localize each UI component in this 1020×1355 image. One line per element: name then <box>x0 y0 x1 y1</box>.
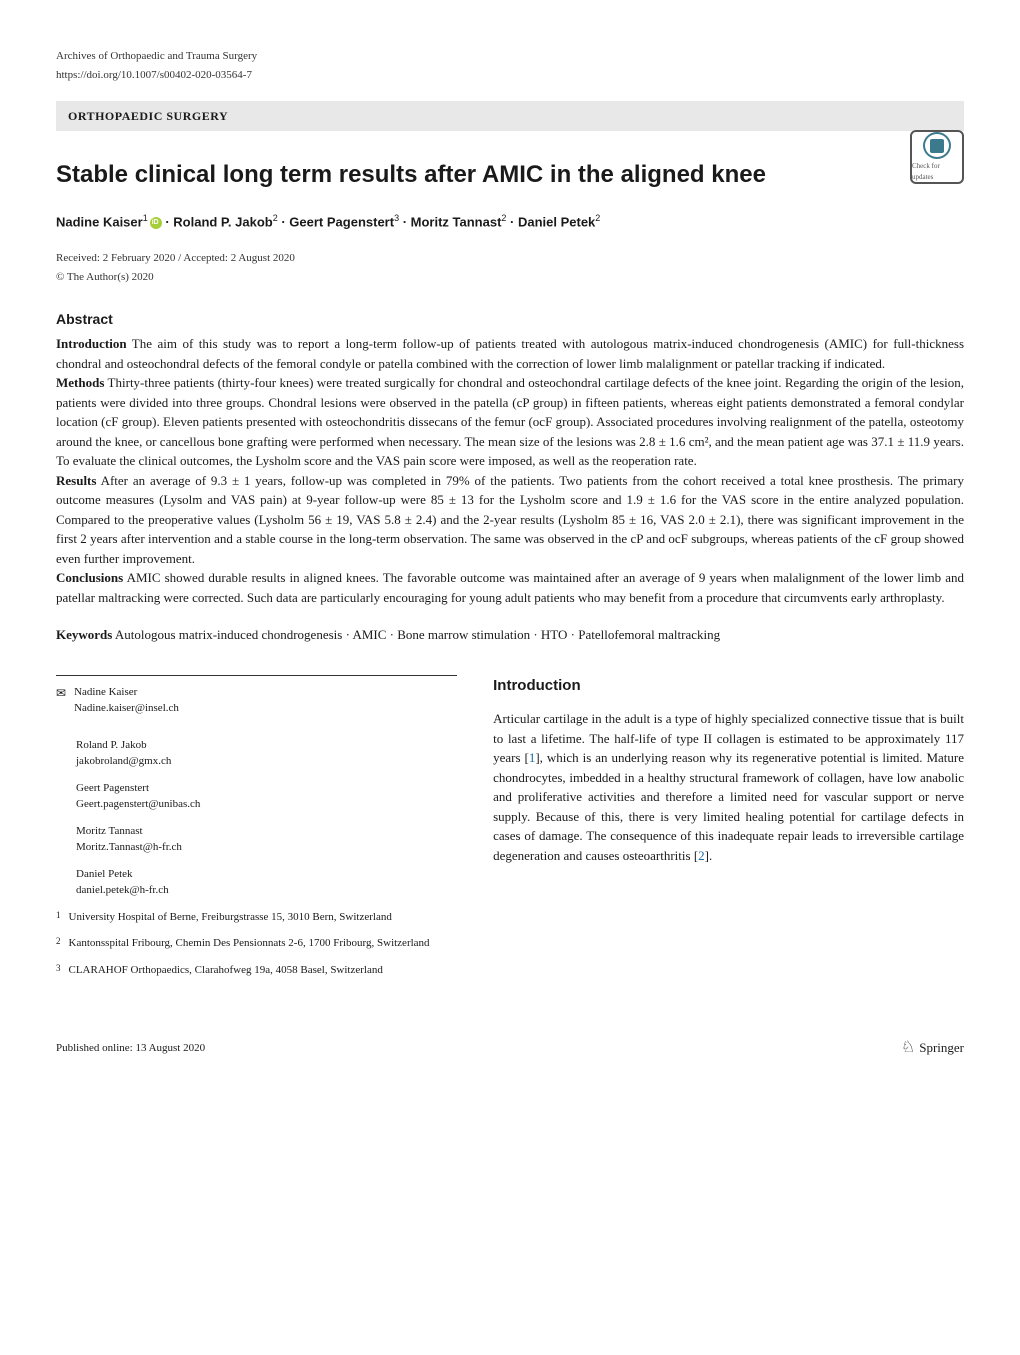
affil-num-3: 3 <box>56 962 61 979</box>
abstract-body: Introduction The aim of this study was t… <box>56 334 964 607</box>
abstract-intro-label: Introduction <box>56 336 127 351</box>
corresp-email-4[interactable]: Moritz.Tannast@h-fr.ch <box>76 839 457 856</box>
keywords-label: Keywords <box>56 627 112 642</box>
abstract-results-text: After an average of 9.3 ± 1 years, follo… <box>56 473 964 566</box>
author-list: Nadine Kaiser1 · Roland P. Jakob2 · Geer… <box>56 212 964 232</box>
category-label: ORTHOPAEDIC SURGERY <box>68 107 228 125</box>
abstract-methods-label: Methods <box>56 375 104 390</box>
author-4: · Moritz Tannast <box>399 215 501 230</box>
abstract-conclusions-label: Conclusions <box>56 570 123 585</box>
doi-link[interactable]: https://doi.org/10.1007/s00402-020-03564… <box>56 67 964 84</box>
category-bar: ORTHOPAEDIC SURGERY <box>56 101 964 131</box>
keywords-text: Autologous matrix-induced chondrogenesis… <box>112 627 720 642</box>
corresp-name-5: Daniel Petek <box>76 866 457 883</box>
envelope-icon: ✉ <box>56 684 66 727</box>
corresp-email-3[interactable]: Geert.pagenstert@unibas.ch <box>76 796 457 813</box>
check-updates-icon <box>923 132 951 159</box>
keywords: Keywords Autologous matrix-induced chond… <box>56 625 964 645</box>
corresp-email-5[interactable]: daniel.petek@h-fr.ch <box>76 882 457 899</box>
springer-horse-icon: ♘ <box>901 1036 915 1060</box>
journal-name: Archives of Orthopaedic and Trauma Surge… <box>56 48 964 65</box>
corresp-name-3: Geert Pagenstert <box>76 780 457 797</box>
correspondence-column: ✉ Nadine Kaiser Nadine.kaiser@insel.ch R… <box>56 675 457 989</box>
affil-text-3: CLARAHOF Orthopaedics, Clarahofweg 19a, … <box>69 962 383 979</box>
affil-num-2: 2 <box>56 935 61 952</box>
copyright-line: © The Author(s) 2020 <box>56 269 964 286</box>
article-title: Stable clinical long term results after … <box>56 159 964 190</box>
introduction-heading: Introduction <box>493 675 964 698</box>
corresp-email-2[interactable]: jakobroland@gmx.ch <box>76 753 457 770</box>
author-1: Nadine Kaiser <box>56 215 143 230</box>
author-5: · Daniel Petek <box>506 215 595 230</box>
abstract-conclusions-text: AMIC showed durable results in aligned k… <box>56 570 964 605</box>
author-3: · Geert Pagenstert <box>278 215 394 230</box>
introduction-paragraph: Articular cartilage in the adult is a ty… <box>493 709 964 865</box>
abstract-heading: Abstract <box>56 309 964 330</box>
check-updates-label: Check for updates <box>912 161 962 182</box>
affil-text-1: University Hospital of Berne, Freiburgst… <box>69 909 392 926</box>
page-footer: Published online: 13 August 2020 ♘ Sprin… <box>56 1036 964 1060</box>
author-2: · Roland P. Jakob <box>162 215 273 230</box>
published-online-date: Published online: 13 August 2020 <box>56 1040 205 1057</box>
springer-logo: ♘ Springer <box>901 1036 964 1060</box>
introduction-column: Introduction Articular cartilage in the … <box>493 675 964 989</box>
abstract-intro-text: The aim of this study was to report a lo… <box>56 336 964 371</box>
orcid-icon[interactable] <box>150 217 162 229</box>
corresp-name-4: Moritz Tannast <box>76 823 457 840</box>
publisher-name: Springer <box>919 1038 964 1058</box>
abstract-results-label: Results <box>56 473 96 488</box>
affil-num-1: 1 <box>56 909 61 926</box>
corresp-email-1[interactable]: Nadine.kaiser@insel.ch <box>74 700 179 717</box>
check-updates-badge[interactable]: Check for updates <box>910 130 964 184</box>
corresp-name-1: Nadine Kaiser <box>74 684 179 701</box>
affil-text-2: Kantonsspital Fribourg, Chemin Des Pensi… <box>69 935 430 952</box>
corresp-name-2: Roland P. Jakob <box>76 737 457 754</box>
abstract-methods-text: Thirty-three patients (thirty-four knees… <box>56 375 964 468</box>
received-accepted-dates: Received: 2 February 2020 / Accepted: 2 … <box>56 250 964 267</box>
